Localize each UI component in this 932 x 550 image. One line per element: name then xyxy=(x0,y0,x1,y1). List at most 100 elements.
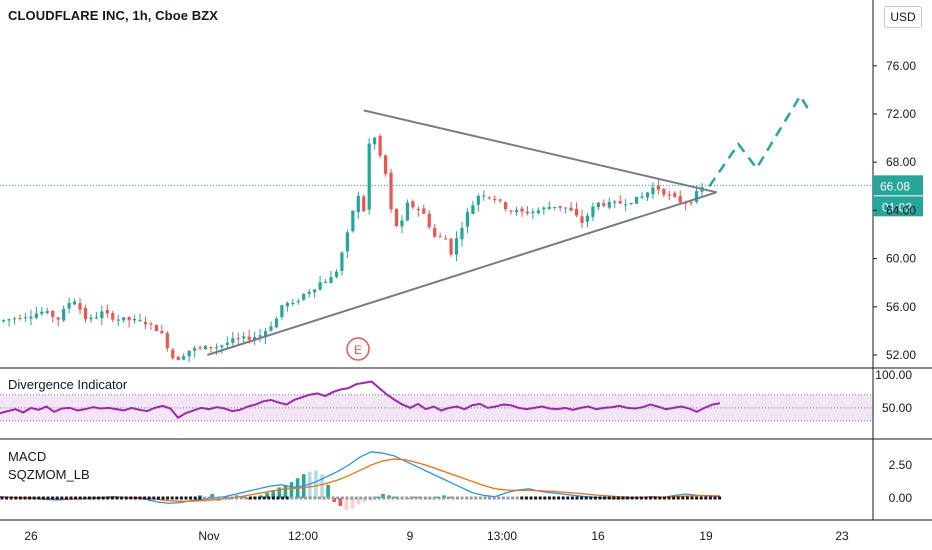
squeeze-dot xyxy=(14,496,18,500)
candle-body xyxy=(667,194,671,196)
squeeze-dot xyxy=(92,496,96,500)
squeeze-dot xyxy=(207,496,211,500)
candle-body xyxy=(383,155,388,174)
squeeze-dot xyxy=(193,496,197,500)
squeeze-dot xyxy=(368,496,372,500)
macd-histogram-bar xyxy=(326,484,330,498)
macd-histogram-bar xyxy=(289,482,294,498)
candle-body xyxy=(569,207,573,211)
divergence-label[interactable]: Divergence Indicator xyxy=(8,377,128,392)
squeeze-dot xyxy=(635,496,639,500)
squeeze-dot xyxy=(524,496,528,500)
macd-histogram-bar xyxy=(247,498,251,500)
candle-body xyxy=(498,199,502,201)
overlay: 66.08 01:02 E xyxy=(0,175,923,361)
candle-body xyxy=(34,313,38,318)
candle-body xyxy=(253,336,257,340)
macd-label[interactable]: MACD xyxy=(8,449,47,464)
candle-body xyxy=(591,206,595,217)
candle-body xyxy=(280,305,284,318)
squeeze-dot xyxy=(120,496,124,500)
squeeze-dot xyxy=(276,496,280,500)
squeeze-dot xyxy=(676,496,680,500)
candle-body xyxy=(105,309,109,314)
squeeze-dot xyxy=(110,496,114,500)
squeeze-dot xyxy=(262,496,266,500)
squeeze-dot xyxy=(603,496,607,500)
candle-body xyxy=(645,192,650,198)
currency-button[interactable]: USD xyxy=(884,6,922,28)
squeeze-dot xyxy=(331,496,335,500)
candle-body xyxy=(356,195,360,213)
candle-body xyxy=(514,210,519,213)
squeeze-dot xyxy=(115,496,119,500)
squeeze-dot xyxy=(41,496,45,500)
squeeze-dot xyxy=(492,496,496,500)
squeeze-dot xyxy=(294,496,298,500)
squeeze-dot xyxy=(189,496,193,500)
squeeze-dot xyxy=(437,496,441,500)
squeeze-dot xyxy=(156,496,160,500)
candle-body xyxy=(2,320,6,322)
candle-body xyxy=(100,311,104,319)
squeeze-dot xyxy=(593,496,597,500)
squeeze-dot xyxy=(699,496,703,500)
squeeze-dot xyxy=(235,496,239,500)
squeeze-dot xyxy=(446,496,450,500)
squeeze-dot xyxy=(501,496,505,500)
squeeze-dot xyxy=(322,496,326,500)
candle-body xyxy=(585,215,590,222)
candle-body xyxy=(198,347,202,349)
candle-body xyxy=(138,320,142,322)
squeeze-dot xyxy=(175,496,179,500)
squeeze-dot xyxy=(285,496,289,500)
candle-body xyxy=(449,238,453,255)
candle-body xyxy=(94,317,98,319)
candle-body xyxy=(460,227,464,240)
macd-histogram-bar xyxy=(350,498,355,509)
candle-body xyxy=(400,220,404,227)
squeeze-dot xyxy=(621,496,625,500)
squeeze-dot xyxy=(612,496,616,500)
candle-body xyxy=(416,209,420,211)
candle-body xyxy=(373,137,377,145)
sqzmom-label[interactable]: SQZMOM_LB xyxy=(8,467,90,482)
squeeze-dot xyxy=(161,496,165,500)
macd-tick-label: 0.00 xyxy=(889,491,913,505)
squeeze-dot xyxy=(198,496,202,500)
macd-histogram-bar xyxy=(332,498,336,502)
squeeze-dot xyxy=(281,496,285,500)
candle-body xyxy=(465,212,470,227)
squeeze-dot xyxy=(143,496,147,500)
candle-body xyxy=(231,338,235,343)
candle-body xyxy=(487,197,491,199)
squeeze-dot xyxy=(184,496,188,500)
squeeze-dot xyxy=(221,496,225,500)
time-tick-label: 26 xyxy=(24,529,38,543)
squeeze-dot xyxy=(589,496,593,500)
macd-histogram-bar xyxy=(308,471,312,498)
squeeze-dot xyxy=(18,496,22,500)
candle-body xyxy=(302,293,306,300)
candle-body xyxy=(247,336,251,340)
candle-body xyxy=(171,349,175,358)
squeeze-dot xyxy=(400,496,404,500)
candle-body xyxy=(482,195,486,197)
divergence-line xyxy=(0,380,721,420)
squeeze-dot xyxy=(248,496,252,500)
squeeze-dot xyxy=(653,496,657,500)
candle-body xyxy=(116,319,120,321)
triangle-lower-line xyxy=(207,191,717,356)
candle-body xyxy=(493,198,497,200)
squeeze-dot xyxy=(345,496,349,500)
candlestick-series xyxy=(2,133,704,362)
squeeze-dot xyxy=(202,496,206,500)
candle-body xyxy=(624,204,628,206)
squeeze-dot xyxy=(212,496,216,500)
candle-body xyxy=(296,301,300,303)
candle-body xyxy=(433,228,437,237)
squeeze-dot xyxy=(432,496,436,500)
squeeze-dot xyxy=(658,496,662,500)
squeeze-dot xyxy=(28,496,32,500)
